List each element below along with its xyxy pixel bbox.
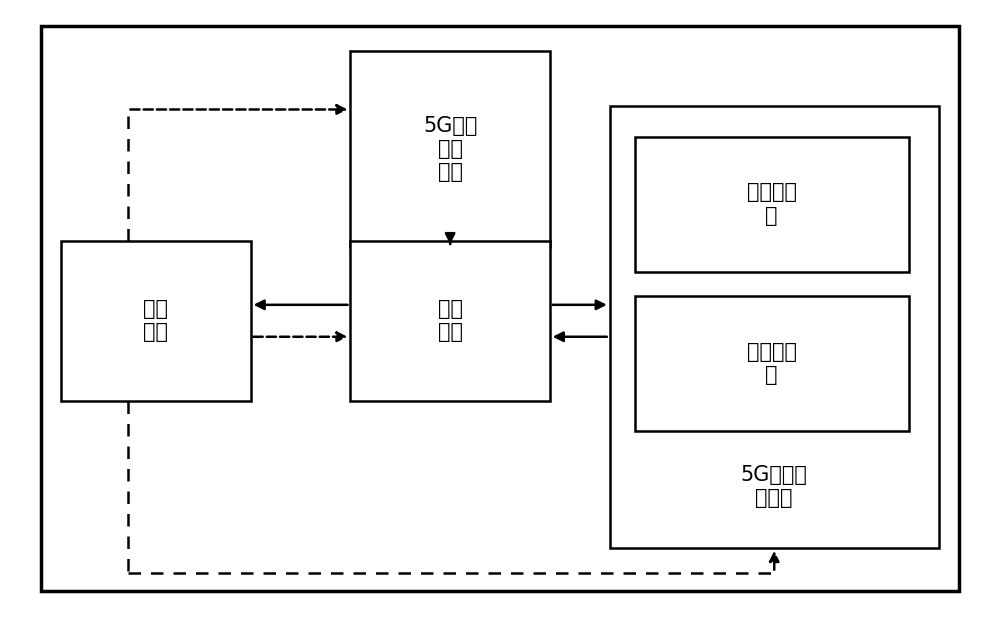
Text: 5G信号
发送
单元: 5G信号 发送 单元 [423, 115, 477, 182]
Text: 电压传感
器: 电压传感 器 [747, 183, 797, 226]
Bar [350, 51, 550, 247]
Text: 控制
单元: 控制 单元 [438, 299, 463, 342]
Bar [350, 241, 550, 400]
Text: 供电
单元: 供电 单元 [143, 299, 168, 342]
Bar [61, 241, 251, 400]
Text: 5G信号检
测单元: 5G信号检 测单元 [741, 465, 808, 508]
Bar [635, 136, 909, 271]
Bar [610, 106, 939, 548]
Text: 电流传感
器: 电流传感 器 [747, 342, 797, 386]
Bar [635, 296, 909, 431]
